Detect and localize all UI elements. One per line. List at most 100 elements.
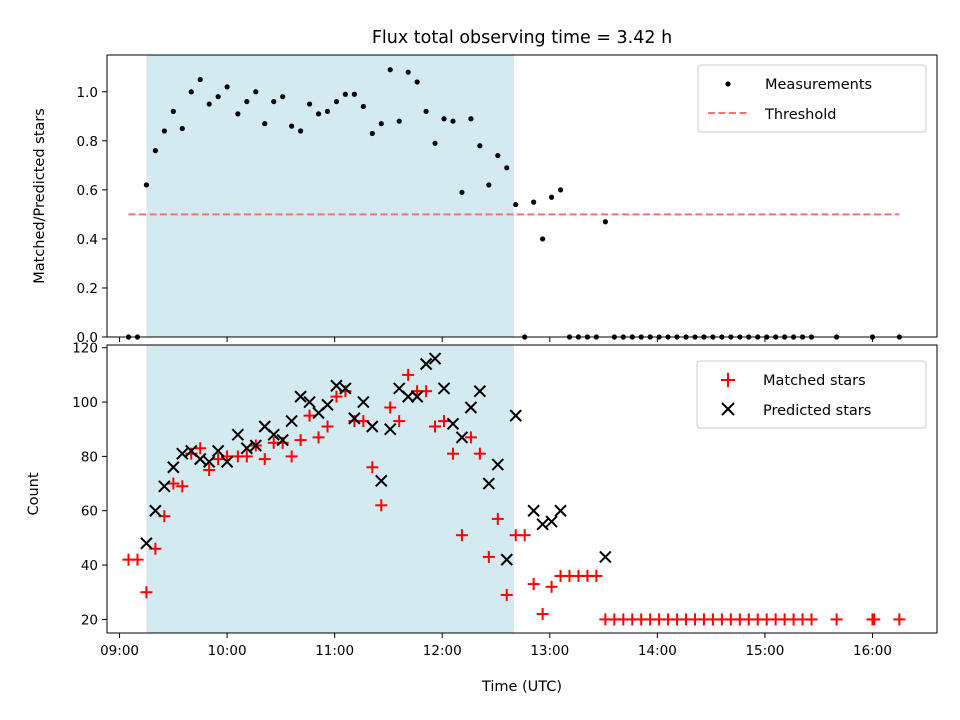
legend-predicted-marker [721,402,735,416]
predicted-star-point [419,357,433,371]
predicted-star-point [276,433,289,447]
predicted-star-point [545,515,558,528]
measurement-point [378,121,384,127]
predicted-star-point [464,401,478,414]
predicted-star-point [384,423,397,436]
panel-bottom: 20 40 60 80 100 120 09:00 10:00 11:00 12:00 13:00 1… [26,341,938,695]
measurement-point [414,79,420,85]
matched-star-point [438,415,451,428]
predicted-star-point [437,382,451,395]
top-plot-frame [106,54,938,338]
predicted-star-point [285,414,298,428]
matched-star-point [518,529,531,542]
matched-star-point [527,578,540,591]
matched-star-point [240,450,253,463]
predicted-star-point [194,452,207,466]
measurement-point [271,98,277,105]
top-legend-box [697,64,927,133]
predicted-star-point [158,480,171,493]
panel-top: 0.0 0.2 0.4 0.6 0.8 1.0 Matched/Predicted sta… [32,54,938,346]
matched-star-point [473,447,486,460]
legend-threshold-label: Threshold [764,107,836,123]
predicted-star-point [176,447,189,460]
predicted-star-point [249,439,262,452]
measurement-point [531,199,537,205]
top-y-tick-label: 0.4 [77,232,98,248]
measurement-point [468,116,474,122]
measurement-point [289,123,295,129]
predicted-star-point [527,504,540,517]
legend-matched-marker [721,373,735,387]
predicted-star-point [330,379,343,392]
measurement-point [369,130,375,137]
matched-star-point [203,463,216,476]
matched-star-point [131,553,144,566]
top-legend: Measurements Threshold [697,64,927,133]
matched-star-point [464,431,477,444]
measurement-point [504,165,510,171]
measurement-point [486,182,492,188]
matched-star-point [330,390,343,403]
measurement-point [450,118,456,124]
measurement-point [459,189,465,195]
bottom-plot-frame [106,344,938,634]
predicted-star-point [446,417,460,430]
matched-star-point [590,569,603,582]
chart-title: Flux total observing time = 3.42 h [372,28,672,48]
measurement-point [396,118,402,124]
matched-star-point [366,461,379,474]
predicted-star-point [455,431,469,444]
predicted-star-point [473,384,487,398]
x-tick-label: 13:00 [530,643,569,659]
matched-star-point [500,588,513,601]
predicted-star-point [401,390,415,403]
predicted-star-point [410,390,424,403]
top-y-tick-label: 1.0 [77,85,98,101]
measurement-point [342,91,349,97]
legend-predicted-label: Predicted stars [763,403,871,419]
legend-measurements-label: Measurements [765,77,872,93]
measurement-point [298,128,304,134]
x-axis-label: Time (UTC) [481,679,562,695]
x-tick-label: 09:00 [100,643,139,659]
measurement-point [280,94,286,100]
matched-star-point [402,368,415,381]
matched-star-point [321,420,334,433]
predicted-star-point [428,352,442,365]
matched-star-point [303,409,316,422]
measurement-point [244,98,250,105]
measurement-point [477,143,483,149]
bottom-y-tick-label: 100 [72,395,98,411]
measurement-point [197,76,203,83]
matched-star-point [375,499,388,512]
measurement-point [602,219,608,225]
matched-star-point [482,550,495,563]
predicted-star-point [231,428,245,441]
matched-star-point [384,401,397,414]
matched-star-point [545,580,558,593]
top-shaded-region [146,55,514,337]
predicted-star-point [357,395,370,409]
measurement-point [405,69,411,75]
predicted-star-point [240,442,254,455]
measurement-point [324,108,331,114]
measurement-point [351,91,357,97]
matched-star-point [805,613,818,626]
bottom-y-tick-label: 20 [81,612,98,628]
matched-star-point [491,512,504,525]
measurement-point [387,67,393,73]
predicted-star-point [321,398,334,411]
top-y-tick-label: 0.2 [77,281,98,297]
x-tick-label: 15:00 [745,643,784,659]
x-tick-label: 14:00 [638,643,677,659]
bottom-shaded-region [146,345,514,633]
predicted-star-point [211,444,225,458]
predicted-star-point [500,553,513,566]
bottom-legend: Matched stars Predicted stars [696,360,927,429]
measurement-point [315,111,322,117]
measurement-point [540,236,546,242]
top-y-tick-label: 0.6 [77,183,98,199]
measurement-point [253,89,259,95]
measurement-point [188,89,194,95]
